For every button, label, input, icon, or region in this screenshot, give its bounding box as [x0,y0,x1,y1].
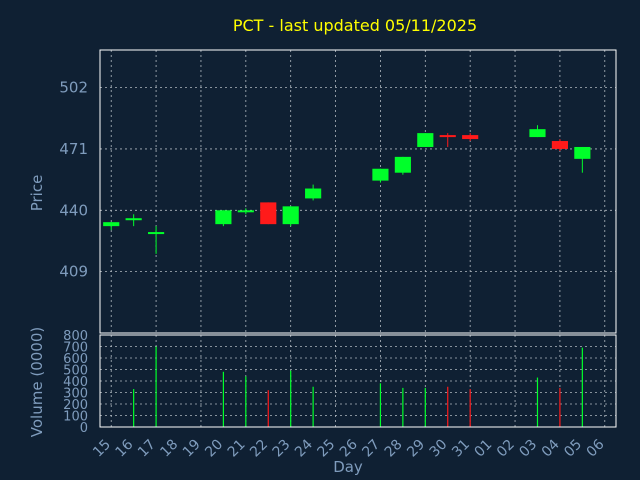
volume-tick-label: 200 [63,398,88,413]
x-axis-label: Day [333,458,363,476]
candle-body [551,141,568,149]
candle-body [394,156,411,173]
x-tick-label: 06 [584,436,608,460]
x-tick-label: 26 [337,436,361,460]
x-tick-label: 18 [157,437,181,461]
x-tick-label: 31 [449,437,473,461]
price-tick-label: 471 [59,140,88,158]
x-tick-label: 02 [494,437,518,461]
candle-body [148,232,165,235]
volume-bar [581,347,583,427]
volume-bar [312,386,314,427]
volume-tick-label: 800 [63,329,88,344]
x-tick-label: 28 [382,437,406,461]
candle-body [260,202,277,225]
x-tick-label: 20 [202,437,226,461]
volume-tick-label: 300 [63,387,88,402]
x-tick-label: 03 [516,437,540,461]
candle-body [462,135,479,140]
volume-tick-label: 400 [63,375,88,390]
x-tick-label: 24 [292,436,316,460]
x-axis-ticks: 1516171819202122232425262728293031010203… [90,436,608,460]
x-tick-label: 23 [270,437,294,461]
candle-body [439,135,456,138]
volume-bar [402,387,404,427]
candle-body [529,129,546,138]
chart-title: PCT - last updated 05/11/2025 [233,16,477,35]
candle-body [237,210,254,213]
price-gridlines [100,50,616,333]
price-y-ticks: 409 440 471 502 [59,79,88,281]
x-tick-label: 17 [135,437,159,461]
volume-bar [133,389,135,427]
candle-body [417,133,434,147]
volume-tick-label: 600 [63,352,88,367]
x-tick-label: 27 [359,437,383,461]
candle-body [125,218,142,221]
volume-panel-frame [99,334,617,428]
candle-body [372,168,389,181]
volume-bar [536,377,539,427]
volume-bar [155,346,157,427]
price-tick-label: 409 [59,263,88,281]
volume-bar [222,371,224,427]
candle-body [103,222,120,227]
x-tick-label: 04 [539,436,563,460]
candle-body [574,146,591,159]
volume-bar [267,390,269,427]
x-tick-label: 29 [404,437,428,461]
volume-bar [424,387,426,427]
x-tick-label: 30 [427,437,451,461]
price-axis-label: Price [28,175,46,212]
price-tick-label: 502 [59,79,88,97]
volume-gridlines [100,335,616,427]
volume-bar [447,386,449,427]
x-tick-label: 16 [113,436,137,460]
x-tick-label: 25 [314,437,338,461]
x-tick-label: 15 [90,437,114,461]
volume-tick-label: 500 [63,364,88,379]
candle-body [305,188,322,199]
price-panel-frame [99,49,617,334]
candlestick-series [103,125,591,254]
x-tick-label: 21 [225,437,249,461]
candle-body [215,210,232,225]
x-tick-label: 01 [472,437,496,461]
volume-bar [559,387,561,427]
volume-bar [469,389,471,427]
volume-tick-label: 100 [63,410,88,425]
volume-bar-series [133,346,583,427]
volume-bar [290,370,292,427]
volume-axis-label: Volume (0000) [28,327,46,437]
price-tick-label: 440 [59,201,88,219]
volume-tick-label: 0 [80,421,88,436]
volume-bar [245,376,247,427]
volume-bar [379,383,382,427]
x-tick-label: 19 [180,437,204,461]
x-tick-label: 05 [561,437,585,461]
x-tick-label: 22 [247,437,271,461]
candle-body [282,206,299,225]
volume-tick-label: 700 [63,341,88,356]
